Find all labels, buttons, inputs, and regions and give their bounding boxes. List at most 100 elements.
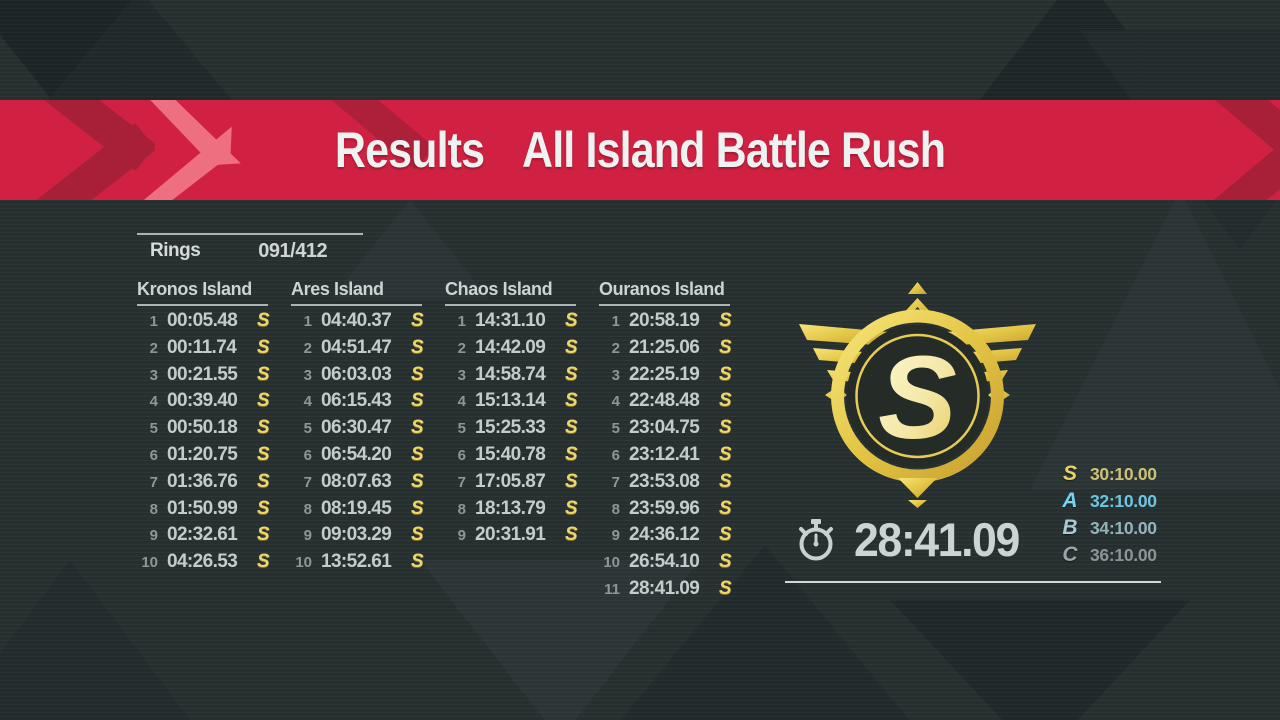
stage-rank: S [411,417,424,439]
stage-number: 3 [611,366,620,384]
stage-number: 7 [457,473,466,491]
time-row: 6 01:20.75 S [137,444,291,471]
total-time-row: 28:41.09 [796,512,1028,567]
stage-number: 6 [149,446,158,464]
rings-label: Rings [150,240,201,261]
stage-number: 6 [611,446,620,464]
stage-time: 18:13.79 [475,497,546,519]
stage-time: 15:25.33 [475,417,546,439]
stage-rank: S [719,417,732,439]
stage-rank: S [257,470,270,492]
island-column: Ares Island 1 04:40.37 S 2 04:51.47 S 3 06:03.03… [291,279,445,605]
stage-time: 26:54.10 [629,551,700,573]
time-row: 9 20:31.91 S [445,524,599,551]
stage-time: 09:03.29 [321,524,392,546]
stage-number: 2 [149,339,158,357]
stage-rank: S [565,390,578,412]
stage-rank: S [257,551,270,573]
stage-rank: S [411,470,424,492]
time-row: 4 06:15.43 S [291,390,445,417]
stage-number: 1 [611,313,620,330]
stage-time: 28:41.09 [629,577,700,599]
total-time-value: 28:41.09 [854,513,1020,566]
stage-number: 8 [303,500,312,518]
stage-rank: S [257,363,270,385]
stage-rank: S [719,524,732,546]
stage-rank: S [257,310,270,331]
stage-rank: S [719,497,732,519]
time-row: 7 08:07.63 S [291,471,445,498]
title-banner: Results All Island Battle Rush [0,100,1280,200]
stage-rank: S [565,363,578,385]
stage-number: 4 [457,393,466,411]
threshold-time: 34:10.00 [1090,518,1157,538]
stage-time: 14:42.09 [475,336,546,358]
stage-number: 9 [149,527,158,545]
island-column: Ouranos Island 1 20:58.19 S 2 21:25.06 S 3 22:25… [599,279,753,605]
stage-number: 6 [303,446,312,464]
rings-divider [137,233,363,235]
stage-rank: S [565,470,578,492]
islands: Kronos Island 1 00:05.48 S 2 00:11.74 S 3 00:21.… [137,279,753,605]
stage-rank: S [565,336,578,358]
stage-rank: S [565,417,578,439]
stage-number: 5 [303,420,312,438]
threshold-time: 32:10.00 [1090,491,1157,511]
stage-number: 7 [611,473,620,491]
stage-rank: S [411,551,424,573]
island-header: Ouranos Island [599,279,730,306]
time-row: 2 04:51.47 S [291,337,445,364]
stage-rank: S [719,577,732,599]
stage-time: 08:07.63 [321,470,392,492]
stage-time: 22:48.48 [629,390,700,412]
rings-counter: Rings 091/412 [150,240,410,263]
title-mode: All Island Battle Rush [522,122,946,178]
stage-time: 01:36.76 [167,470,238,492]
stage-number: 6 [457,446,466,464]
stage-time: 20:58.19 [629,310,700,331]
threshold-row: S 30:10.00 [1058,462,1157,489]
stage-time: 04:40.37 [321,310,392,331]
stage-time: 01:50.99 [167,497,238,519]
stage-number: 1 [149,313,158,330]
time-row: 10 26:54.10 S [599,551,753,578]
stage-time: 14:58.74 [475,363,546,385]
time-row: 2 21:25.06 S [599,337,753,364]
time-row: 6 23:12.41 S [599,444,753,471]
time-row: 3 06:03.03 S [291,364,445,391]
threshold-row: A 32:10.00 [1058,489,1157,516]
time-row: 4 00:39.40 S [137,390,291,417]
time-row: 1 04:40.37 S [291,310,445,337]
stage-time: 23:53.08 [629,470,700,492]
threshold-row: C 36:10.00 [1058,543,1157,570]
stage-rank: S [411,497,424,519]
time-row: 2 14:42.09 S [445,337,599,364]
time-row: 7 17:05.87 S [445,471,599,498]
time-row: 5 06:30.47 S [291,417,445,444]
time-row: 3 14:58.74 S [445,364,599,391]
rank-thresholds: S 30:10.00 A 32:10.00 B 34:10.00 C 36:10.00 [1058,462,1157,570]
stage-time: 23:04.75 [629,417,700,439]
stage-rank: S [565,310,578,331]
stage-rank: S [257,417,270,439]
stage-number: 8 [149,500,158,518]
stopwatch-icon [799,518,833,560]
svg-text:S: S [878,332,957,464]
stage-number: 3 [457,366,466,384]
time-row: 7 23:53.08 S [599,471,753,498]
time-row: 8 01:50.99 S [137,498,291,525]
stage-number: 2 [611,339,620,357]
stage-time: 22:25.19 [629,363,700,385]
stage-rank: S [257,390,270,412]
island-header: Chaos Island [445,279,576,306]
threshold-rank-letter: A [1062,489,1078,512]
time-row: 1 00:05.48 S [137,310,291,337]
stage-rank: S [411,310,424,331]
island-column: Chaos Island 1 14:31.10 S 2 14:42.09 S 3 14:58.7… [445,279,599,605]
s-rank-medal-icon: S [799,282,1036,508]
stage-time: 04:26.53 [167,551,238,573]
threshold-rank-letter: C [1062,543,1078,566]
stage-time: 15:40.78 [475,443,546,465]
stage-time: 06:54.20 [321,443,392,465]
stage-rank: S [257,497,270,519]
